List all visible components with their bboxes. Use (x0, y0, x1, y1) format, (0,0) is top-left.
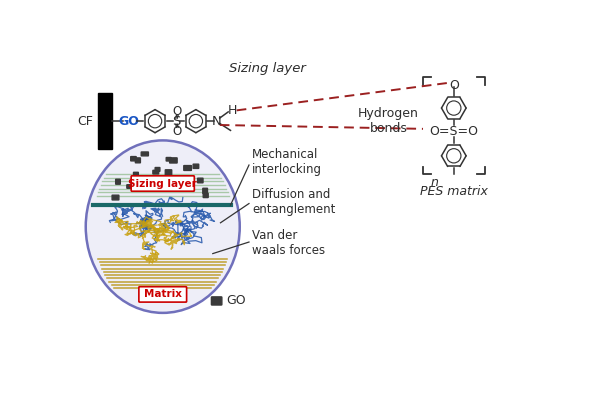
FancyBboxPatch shape (116, 179, 121, 184)
Text: CF: CF (77, 115, 94, 128)
FancyBboxPatch shape (155, 168, 160, 171)
FancyBboxPatch shape (197, 178, 203, 183)
Text: Hydrogen
bonds: Hydrogen bonds (358, 107, 419, 135)
Text: Sizing layer: Sizing layer (229, 62, 306, 75)
Text: S: S (172, 115, 180, 128)
FancyBboxPatch shape (166, 158, 171, 161)
FancyBboxPatch shape (131, 176, 194, 191)
Ellipse shape (86, 140, 240, 313)
Text: n: n (431, 176, 439, 189)
FancyBboxPatch shape (136, 158, 140, 163)
Text: PES matrix: PES matrix (420, 185, 488, 198)
FancyBboxPatch shape (211, 297, 222, 305)
FancyBboxPatch shape (184, 166, 191, 170)
Text: H: H (227, 104, 237, 117)
Text: O: O (173, 125, 182, 138)
Text: O=S=O: O=S=O (430, 125, 478, 138)
FancyBboxPatch shape (187, 176, 193, 180)
FancyBboxPatch shape (170, 158, 177, 163)
FancyBboxPatch shape (131, 156, 136, 161)
Text: Diffusion and
entanglement: Diffusion and entanglement (252, 188, 335, 216)
FancyBboxPatch shape (193, 164, 199, 168)
FancyBboxPatch shape (141, 152, 148, 156)
Text: O: O (173, 105, 182, 118)
Text: Mechanical
interlocking: Mechanical interlocking (252, 148, 322, 176)
Text: GO: GO (118, 115, 139, 128)
FancyBboxPatch shape (203, 188, 208, 194)
Bar (98, 94, 112, 149)
FancyBboxPatch shape (127, 185, 134, 188)
Text: O: O (449, 79, 459, 92)
FancyBboxPatch shape (133, 172, 139, 178)
FancyBboxPatch shape (165, 170, 172, 175)
Text: Van der
waals forces: Van der waals forces (252, 229, 325, 257)
FancyBboxPatch shape (112, 195, 119, 200)
FancyBboxPatch shape (139, 287, 187, 302)
Text: N: N (212, 115, 221, 128)
Text: Matrix: Matrix (144, 290, 182, 299)
FancyBboxPatch shape (153, 170, 158, 174)
Text: Sizing layer: Sizing layer (128, 178, 197, 188)
Text: GO: GO (226, 294, 245, 307)
FancyBboxPatch shape (203, 193, 208, 198)
